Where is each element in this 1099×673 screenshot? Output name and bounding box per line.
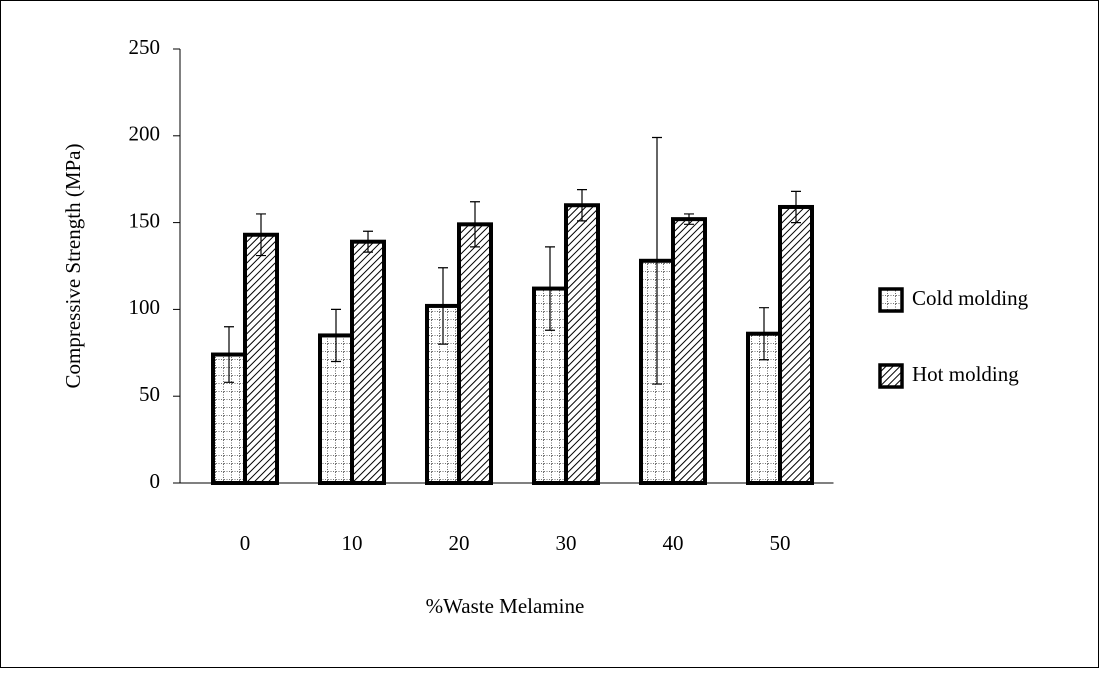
x-tick-label: 40 — [663, 531, 684, 555]
y-tick-label: 200 — [129, 122, 161, 146]
x-axis-title: %Waste Melamine — [426, 594, 585, 618]
x-tick-label: 20 — [449, 531, 470, 555]
error-bar — [652, 136, 662, 385]
y-tick-label: 150 — [129, 208, 161, 232]
error-bar — [470, 201, 480, 248]
x-tick-label: 30 — [556, 531, 577, 555]
error-bar — [331, 308, 341, 363]
legend-swatch — [878, 287, 904, 313]
error-bar — [545, 246, 555, 331]
bar — [671, 217, 707, 486]
bar — [243, 232, 279, 485]
bar — [350, 239, 386, 485]
legend-swatch — [878, 363, 904, 389]
x-tick-label: 50 — [770, 531, 791, 555]
error-bar — [438, 267, 448, 345]
error-bar — [759, 307, 769, 361]
bar — [564, 203, 600, 486]
error-bar — [577, 189, 587, 222]
error-bar — [224, 326, 234, 383]
y-tick-label: 50 — [139, 382, 160, 406]
y-tick-label: 100 — [129, 295, 161, 319]
y-tick-label: 0 — [150, 469, 161, 493]
x-tick-label: 0 — [240, 531, 251, 555]
bar — [457, 222, 493, 485]
y-axis-title: Compressive Strength (MPa) — [61, 144, 85, 389]
y-tick-label: 250 — [129, 35, 161, 59]
legend-label: Cold molding — [912, 286, 1029, 310]
legend-label: Hot molding — [912, 362, 1019, 386]
error-bar — [791, 190, 801, 224]
x-tick-label: 10 — [342, 531, 363, 555]
bar — [778, 204, 814, 485]
error-bar — [363, 230, 373, 253]
error-bar — [256, 213, 266, 257]
error-bar — [684, 213, 694, 225]
